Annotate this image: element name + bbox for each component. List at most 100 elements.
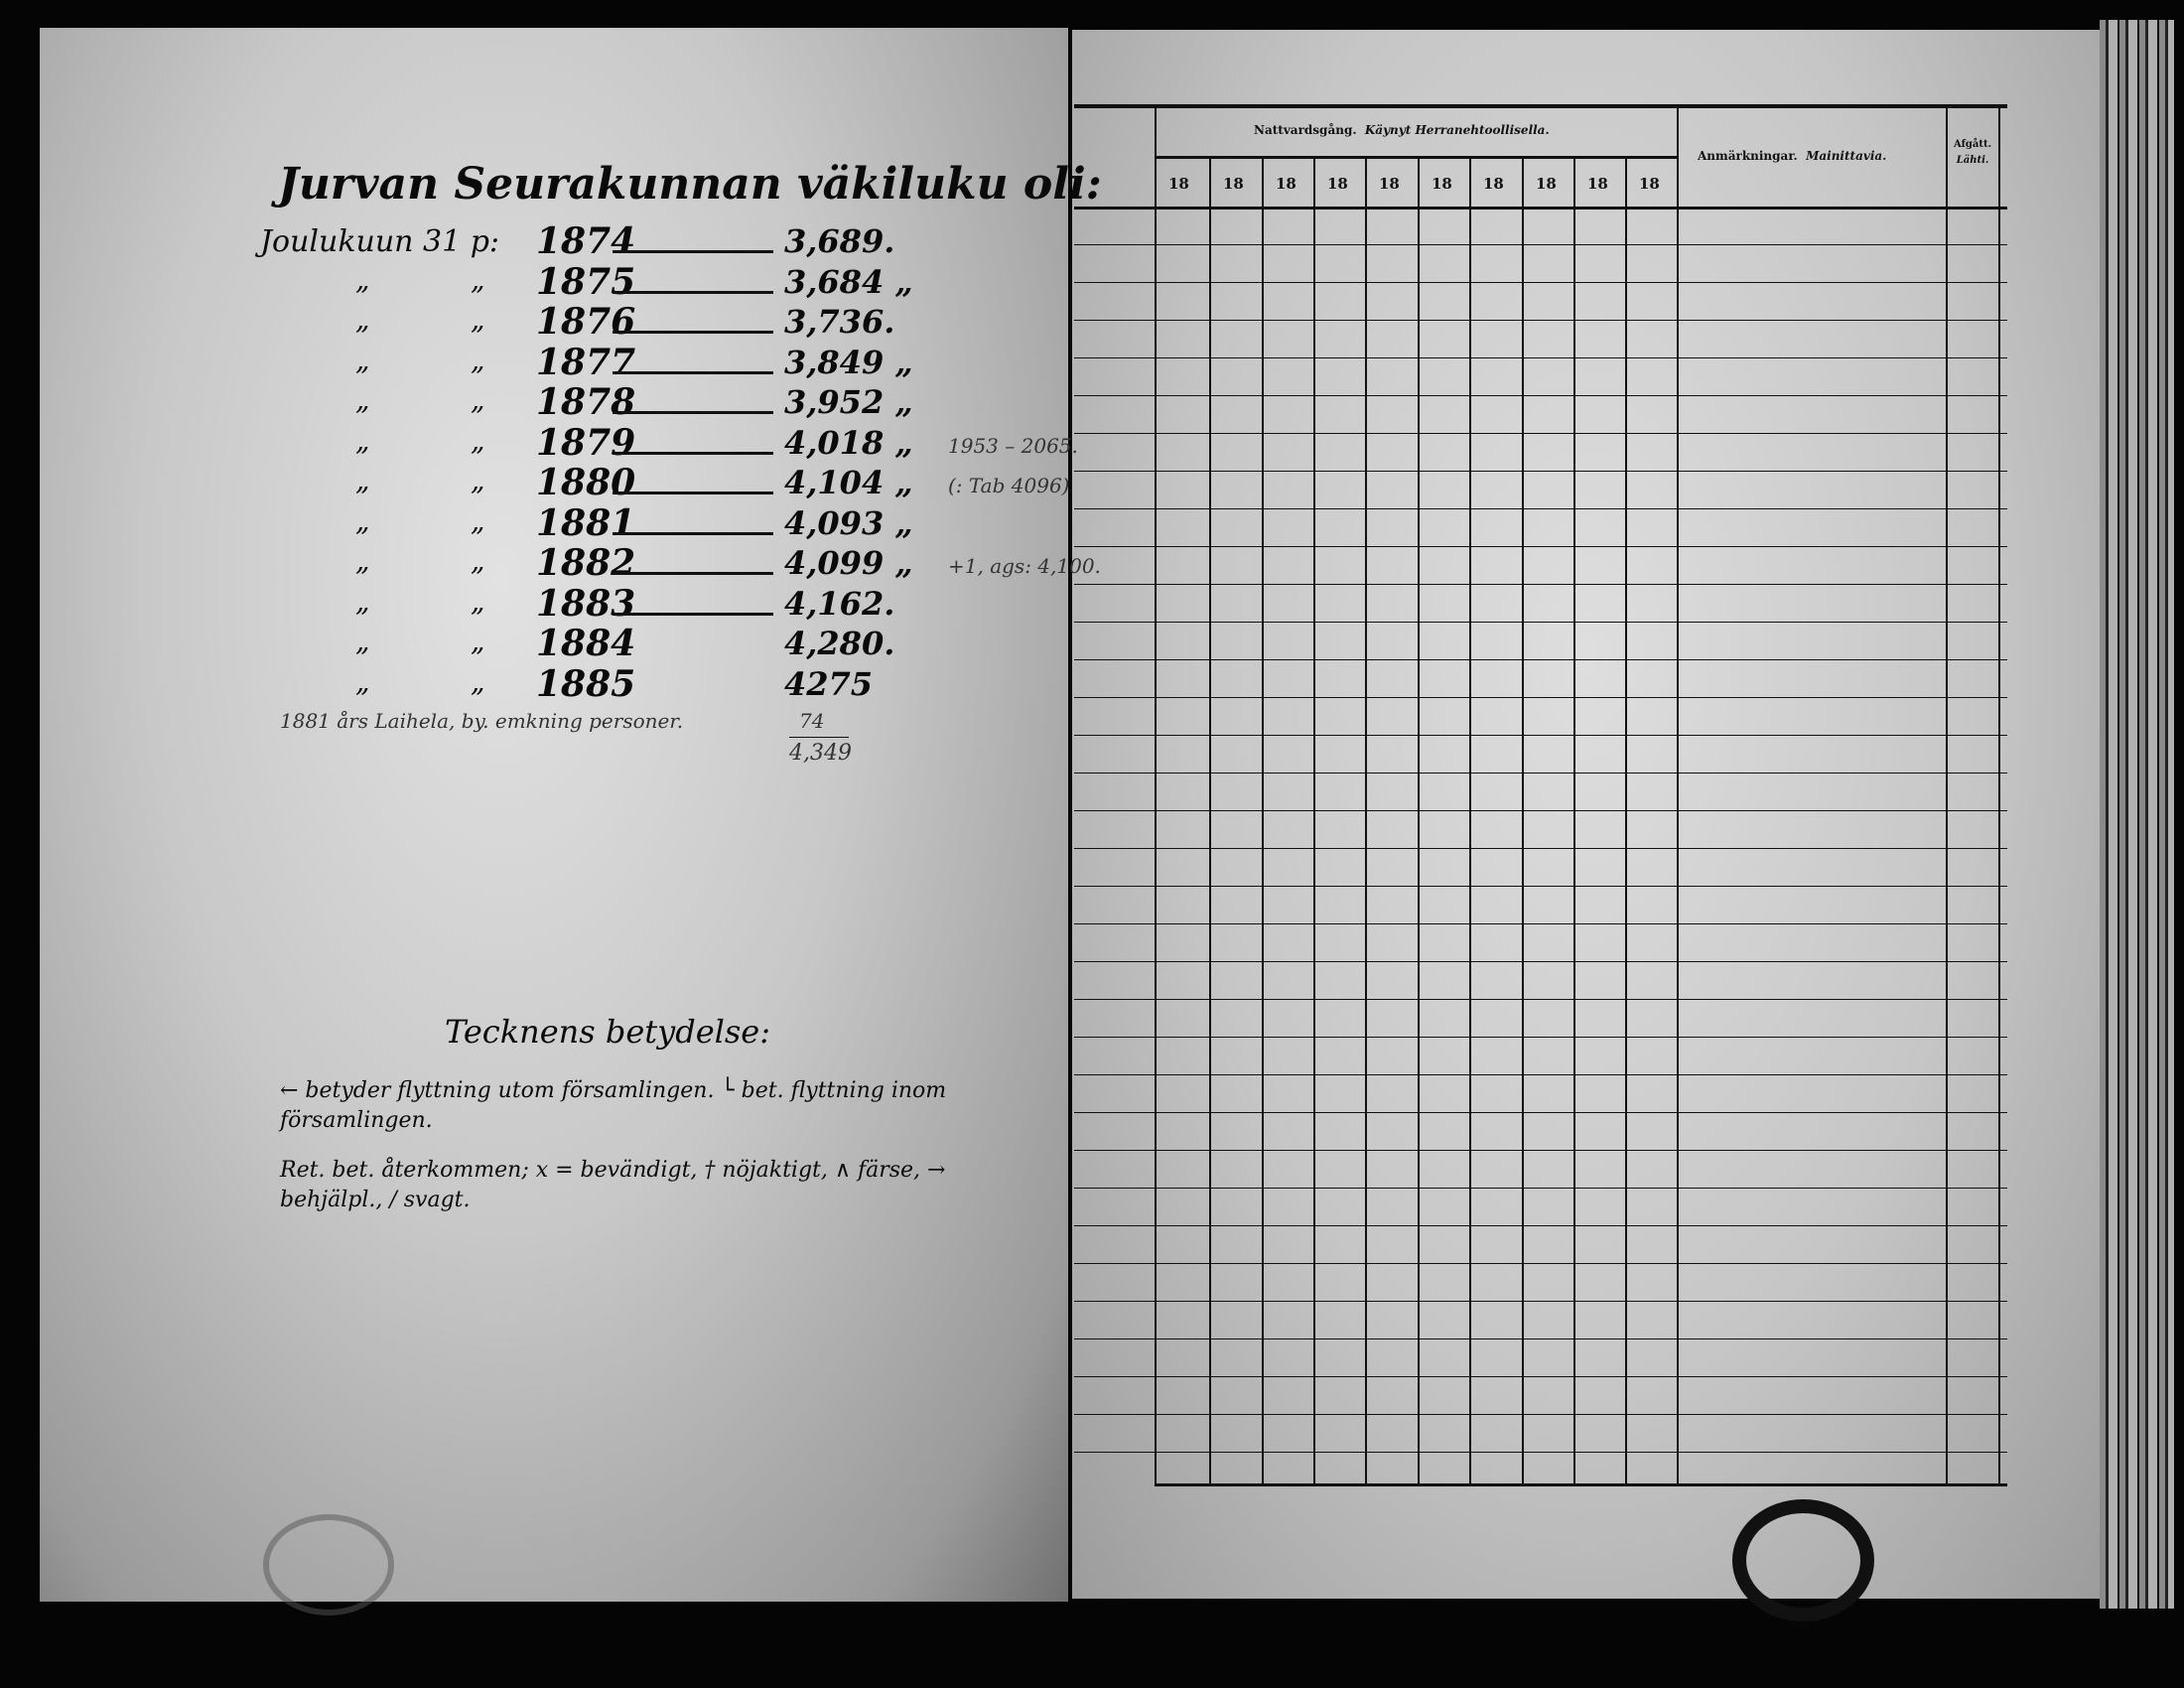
header-remarks: Anmärkningar. Mainittavia. [1698,149,1887,163]
row-line [1074,1188,2007,1189]
side-note: 1881 års Laihela, by. emkning personer. [280,709,684,733]
ditto-mark: „ [471,584,485,618]
row-line [1074,508,2007,509]
ditto-mark: „ [355,303,370,336]
ditto-mark: „ [355,584,370,618]
row-line [1074,848,2007,849]
row-line [1074,471,2007,472]
ditto-mark: „ [355,544,370,577]
ditto-mark: „ [355,423,370,457]
year: 1876 [536,301,636,343]
row-line [1074,1150,2007,1151]
row-line [1074,1414,2007,1415]
year-column-line [1625,156,1627,1483]
year-prefix-cell: 18 [1327,175,1348,193]
row-line [1074,357,2007,358]
year-column-line [1365,156,1367,1483]
row-note: +1, ags: 4,100. [948,554,1101,578]
leader-line [613,331,773,334]
row-line [1074,244,2007,245]
row-line [1074,433,2007,434]
ditto-mark: „ [471,464,485,496]
leader-line [613,572,773,575]
ditto-mark: „ [355,503,370,537]
row-line [1074,697,2007,698]
page-edges [2100,20,2174,1609]
year: 1883 [536,582,636,625]
population-value: 4,099 „ [784,544,913,582]
year-prefix-cell: 18 [1223,175,1244,193]
ditto-mark: „ [471,343,485,376]
population-value: 3,689. [784,222,895,260]
year-column-line [1209,156,1211,1483]
year: 1878 [536,381,636,423]
year-column-line [1418,156,1420,1483]
leader-line [613,250,773,253]
row-line [1074,282,2007,283]
leader-line [613,612,773,616]
left-page [40,28,1068,1602]
population-value: 3,736. [784,303,895,341]
year: 1884 [536,623,636,664]
total-value: 4,349 [789,741,852,766]
year: 1881 [536,501,636,544]
column-line [1946,104,1948,1483]
population-value: 3,849 „ [784,343,913,381]
year-column-line [1469,156,1471,1483]
year: 1882 [536,542,636,584]
ditto-mark: „ [355,625,370,657]
table-top-border [1074,104,2007,108]
row-note: 1953 – 2065. [948,433,1078,458]
table-bottom-border [1155,1483,2007,1486]
legend-line-2: Ret. bet. återkommen; x = bevändigt, † n… [280,1158,946,1212]
header-communion: Nattvardsgång. Käynyt Herranehtoollisell… [1254,123,1550,137]
ditto-mark: „ [355,464,370,496]
year-column-line [1522,156,1524,1483]
row-line [1074,1338,2007,1339]
year: 1875 [536,260,636,303]
population-value: 4,093 „ [784,503,913,542]
population-heading: Jurvan Seurakunnan väkiluku oli: [278,159,1102,210]
legend-title: Tecknens betydelse: [445,1013,771,1051]
column-line [1155,104,1157,1483]
year: 1877 [536,341,636,383]
population-value: 3,952 „ [784,383,913,421]
legend-line-1: ← betyder flyttning utom församlingen. └… [280,1078,947,1133]
leader-line [613,531,773,535]
leader-line [613,451,773,455]
sum-rule [789,737,849,738]
leader-line [613,290,773,294]
ditto-mark: „ [355,664,370,698]
ditto-mark: „ [471,664,485,698]
year-prefix-cell: 18 [1432,175,1452,193]
row-line [1074,735,2007,736]
row-line [1074,1112,2007,1113]
row-line [1074,546,2007,547]
year-prefix-cell: 18 [1276,175,1297,193]
year-column-line [1573,156,1575,1483]
row-line [1074,773,2007,774]
leader-line [613,492,773,494]
ditto-mark: „ [355,383,370,416]
year-prefix-cell: 18 [1639,175,1660,193]
column-line [1677,104,1679,1483]
leader-line [613,411,773,414]
year: 1880 [536,462,636,503]
row-line [1074,584,2007,585]
year-prefix-cell: 18 [1168,175,1189,193]
ditto-mark: „ [471,423,485,457]
row-line [1074,1037,2007,1038]
ditto-mark: „ [471,262,485,296]
ditto-mark: „ [471,544,485,577]
row-line [1074,1263,2007,1264]
row-line [1074,320,2007,321]
year: 1874 [536,220,636,262]
population-value: 3,684 „ [784,262,913,301]
row-line [1074,810,2007,811]
population-value: 4275 [784,664,874,703]
population-value: 4,280. [784,625,895,662]
addition-value: 74 [799,709,825,733]
row-line [1074,1452,2007,1453]
library-stamp [1732,1499,1874,1621]
row-line [1074,923,2007,924]
